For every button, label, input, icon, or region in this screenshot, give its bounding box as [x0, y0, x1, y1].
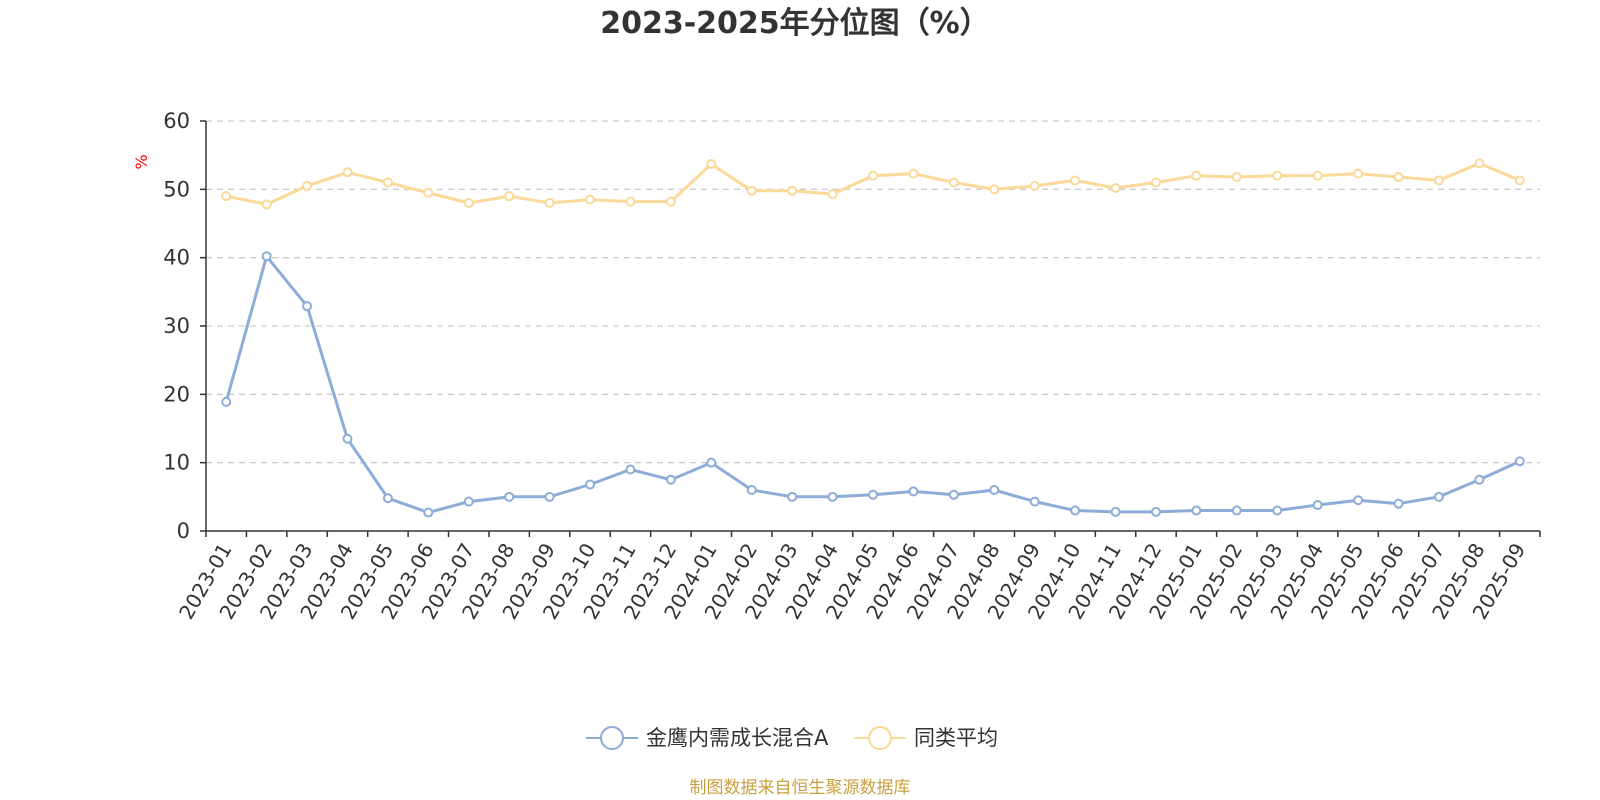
y-tick-label: 60 [163, 109, 190, 133]
data-point[interactable] [1312, 500, 1323, 511]
data-point[interactable] [1353, 168, 1364, 179]
y-tick-label: 10 [163, 451, 190, 475]
data-point[interactable] [1191, 170, 1202, 181]
data-point[interactable] [585, 479, 596, 490]
data-point[interactable] [504, 191, 515, 202]
data-point[interactable] [989, 485, 1000, 495]
data-point[interactable] [908, 168, 919, 179]
y-axis-unit: % [132, 154, 151, 169]
data-point[interactable] [463, 496, 474, 507]
data-point[interactable] [382, 177, 393, 188]
data-point[interactable] [787, 185, 798, 196]
series-line [225, 161, 1521, 206]
data-point[interactable] [261, 199, 272, 210]
data-point[interactable] [302, 301, 313, 312]
data-point[interactable] [1433, 491, 1444, 502]
data-point[interactable] [463, 198, 474, 208]
data-point[interactable] [827, 189, 838, 200]
data-point[interactable] [625, 464, 636, 475]
data-point[interactable] [1029, 496, 1040, 507]
data-point[interactable] [423, 187, 434, 198]
data-point[interactable] [1150, 506, 1161, 517]
y-tick-label: 30 [163, 314, 190, 338]
source-note: 制图数据来自恒生聚源数据库 [690, 778, 911, 798]
data-point[interactable] [221, 191, 232, 202]
data-point[interactable] [1312, 170, 1323, 181]
series-layer [221, 158, 1525, 518]
legend-label: 同类平均 [914, 726, 998, 750]
data-point[interactable] [1514, 456, 1525, 467]
data-point[interactable] [625, 196, 636, 207]
y-tick-label: 0 [177, 519, 190, 543]
data-point[interactable] [1029, 180, 1040, 191]
data-point[interactable] [746, 485, 757, 495]
data-point[interactable] [1393, 498, 1404, 509]
legend-item[interactable]: 金鹰内需成长混合A [586, 726, 829, 750]
data-point[interactable] [302, 180, 313, 191]
data-point[interactable] [1474, 158, 1485, 169]
legend[interactable]: 金鹰内需成长混合A 同类平均 [586, 726, 998, 750]
data-point[interactable] [1110, 182, 1121, 193]
y-tick-label: 40 [163, 246, 190, 270]
data-point[interactable] [1231, 172, 1242, 183]
data-point[interactable] [1393, 172, 1404, 183]
data-point[interactable] [989, 184, 1000, 195]
data-point[interactable] [423, 507, 434, 518]
chart-title: 2023-2025年分位图（%） [600, 6, 990, 41]
data-point[interactable] [261, 251, 272, 262]
legend-circle-icon [600, 726, 624, 750]
data-point[interactable] [948, 489, 959, 500]
data-point[interactable] [1353, 495, 1364, 506]
series-1 [221, 251, 1525, 518]
data-point[interactable] [868, 170, 878, 181]
legend-label: 金鹰内需成长混合A [646, 726, 829, 750]
data-point[interactable] [504, 491, 515, 502]
data-point[interactable] [827, 491, 838, 502]
data-point[interactable] [665, 474, 676, 485]
data-point[interactable] [1191, 505, 1202, 516]
series-line [224, 254, 1521, 514]
data-point[interactable] [1474, 474, 1485, 485]
data-point[interactable] [948, 177, 959, 188]
series-2 [221, 158, 1525, 210]
legend-circle-icon [868, 726, 892, 750]
data-point[interactable] [706, 159, 717, 170]
data-point[interactable] [544, 491, 555, 502]
legend-item[interactable]: 同类平均 [854, 726, 998, 750]
data-point[interactable] [868, 489, 878, 500]
data-point[interactable] [585, 194, 596, 205]
y-tick-label: 50 [163, 177, 190, 201]
data-point[interactable] [342, 433, 353, 444]
data-point[interactable] [1070, 505, 1081, 516]
data-point[interactable] [665, 196, 676, 207]
y-tick-label: 20 [163, 382, 190, 406]
data-point[interactable] [1231, 505, 1242, 516]
data-point[interactable] [1514, 175, 1525, 186]
data-point[interactable] [1272, 505, 1283, 516]
data-point[interactable] [221, 396, 232, 407]
data-point[interactable] [1070, 175, 1081, 186]
data-point[interactable] [1110, 506, 1121, 517]
data-point[interactable] [706, 457, 717, 468]
data-point[interactable] [1150, 177, 1161, 188]
data-point[interactable] [544, 198, 555, 208]
data-point[interactable] [746, 185, 757, 196]
data-point[interactable] [342, 167, 353, 178]
data-point[interactable] [382, 493, 393, 504]
data-point[interactable] [787, 491, 798, 502]
data-point[interactable] [908, 486, 919, 497]
grid-layer [206, 120, 1540, 464]
data-point[interactable] [1433, 175, 1444, 186]
data-point[interactable] [1272, 170, 1283, 181]
